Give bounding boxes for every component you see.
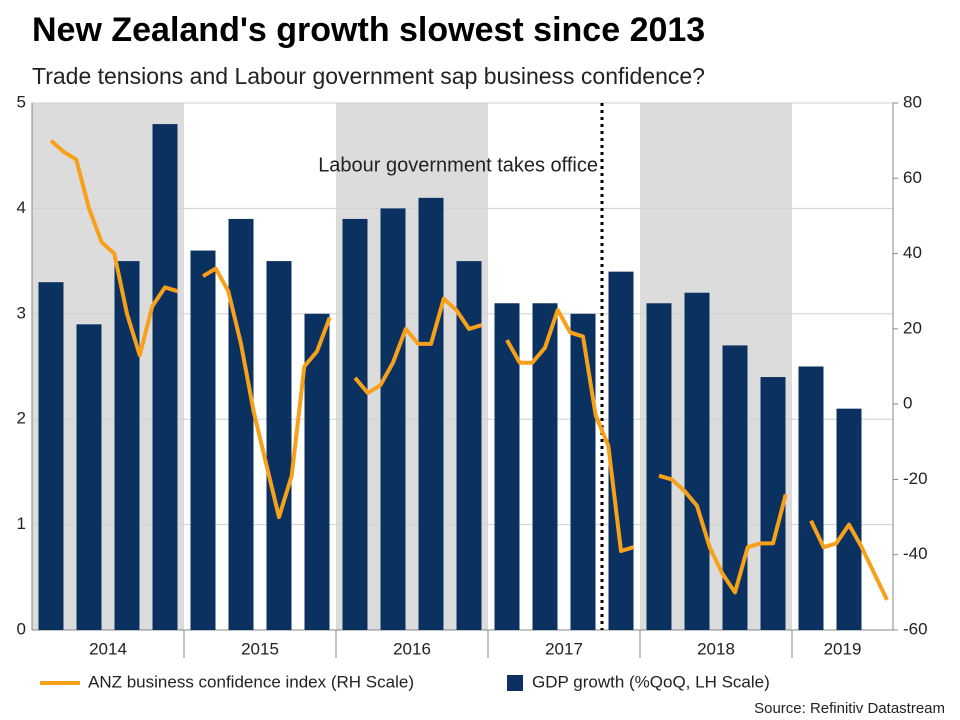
bar xyxy=(456,261,482,630)
y2-tick-label: 60 xyxy=(903,168,922,187)
bar xyxy=(114,261,140,630)
y2-tick-label: -60 xyxy=(903,619,928,638)
line xyxy=(353,296,483,395)
x-tick-label: 2014 xyxy=(89,639,127,658)
y-tick-label: 1 xyxy=(17,514,26,533)
x-tick-label: 2016 xyxy=(393,639,431,658)
bar xyxy=(380,208,406,630)
bar xyxy=(342,218,368,630)
annotation: Labour government takes office xyxy=(318,154,598,176)
bar xyxy=(608,271,634,630)
source: Source: Refinitiv Datastream xyxy=(754,700,945,717)
y2-tick-label: -40 xyxy=(903,544,928,563)
x-tick-label: 2019 xyxy=(824,639,862,658)
bar xyxy=(228,218,254,630)
bar xyxy=(76,324,102,630)
x-tick-label: 2015 xyxy=(241,639,279,658)
legend-label: ANZ business confidence index (RH Scale) xyxy=(88,672,414,691)
x-tick-label: 2017 xyxy=(545,639,583,658)
y2-tick-label: 40 xyxy=(903,243,922,262)
y-tick-label: 4 xyxy=(17,198,26,217)
y-tick-label: 5 xyxy=(17,92,26,111)
bar xyxy=(836,408,862,630)
bar xyxy=(38,282,64,630)
bar xyxy=(798,366,824,630)
y-tick-label: 2 xyxy=(17,409,26,428)
bar xyxy=(418,197,444,631)
line xyxy=(201,266,332,520)
x-tick-label: 2018 xyxy=(697,639,735,658)
legend-swatch xyxy=(507,675,523,691)
y2-tick-label: 80 xyxy=(903,92,922,111)
bar xyxy=(646,303,672,630)
y-tick-label: 3 xyxy=(17,303,26,322)
line xyxy=(809,519,889,601)
bar xyxy=(266,261,292,630)
legend-label: GDP growth (%QoQ, LH Scale) xyxy=(532,672,770,691)
bar xyxy=(532,303,558,630)
y-tick-label: 0 xyxy=(17,619,26,638)
line xyxy=(658,473,788,595)
chart-title: New Zealand's growth slowest since 2013 xyxy=(32,11,705,49)
y2-tick-label: -20 xyxy=(903,469,928,488)
y2-tick-label: 0 xyxy=(903,394,912,413)
bar xyxy=(684,292,710,630)
line xyxy=(49,139,179,358)
y2-tick-label: 20 xyxy=(903,318,922,337)
bar xyxy=(304,313,330,630)
bar xyxy=(190,250,216,630)
bar xyxy=(570,313,596,630)
bar xyxy=(152,124,178,630)
chart-subtitle: Trade tensions and Labour government sap… xyxy=(32,63,705,89)
line xyxy=(505,308,635,553)
